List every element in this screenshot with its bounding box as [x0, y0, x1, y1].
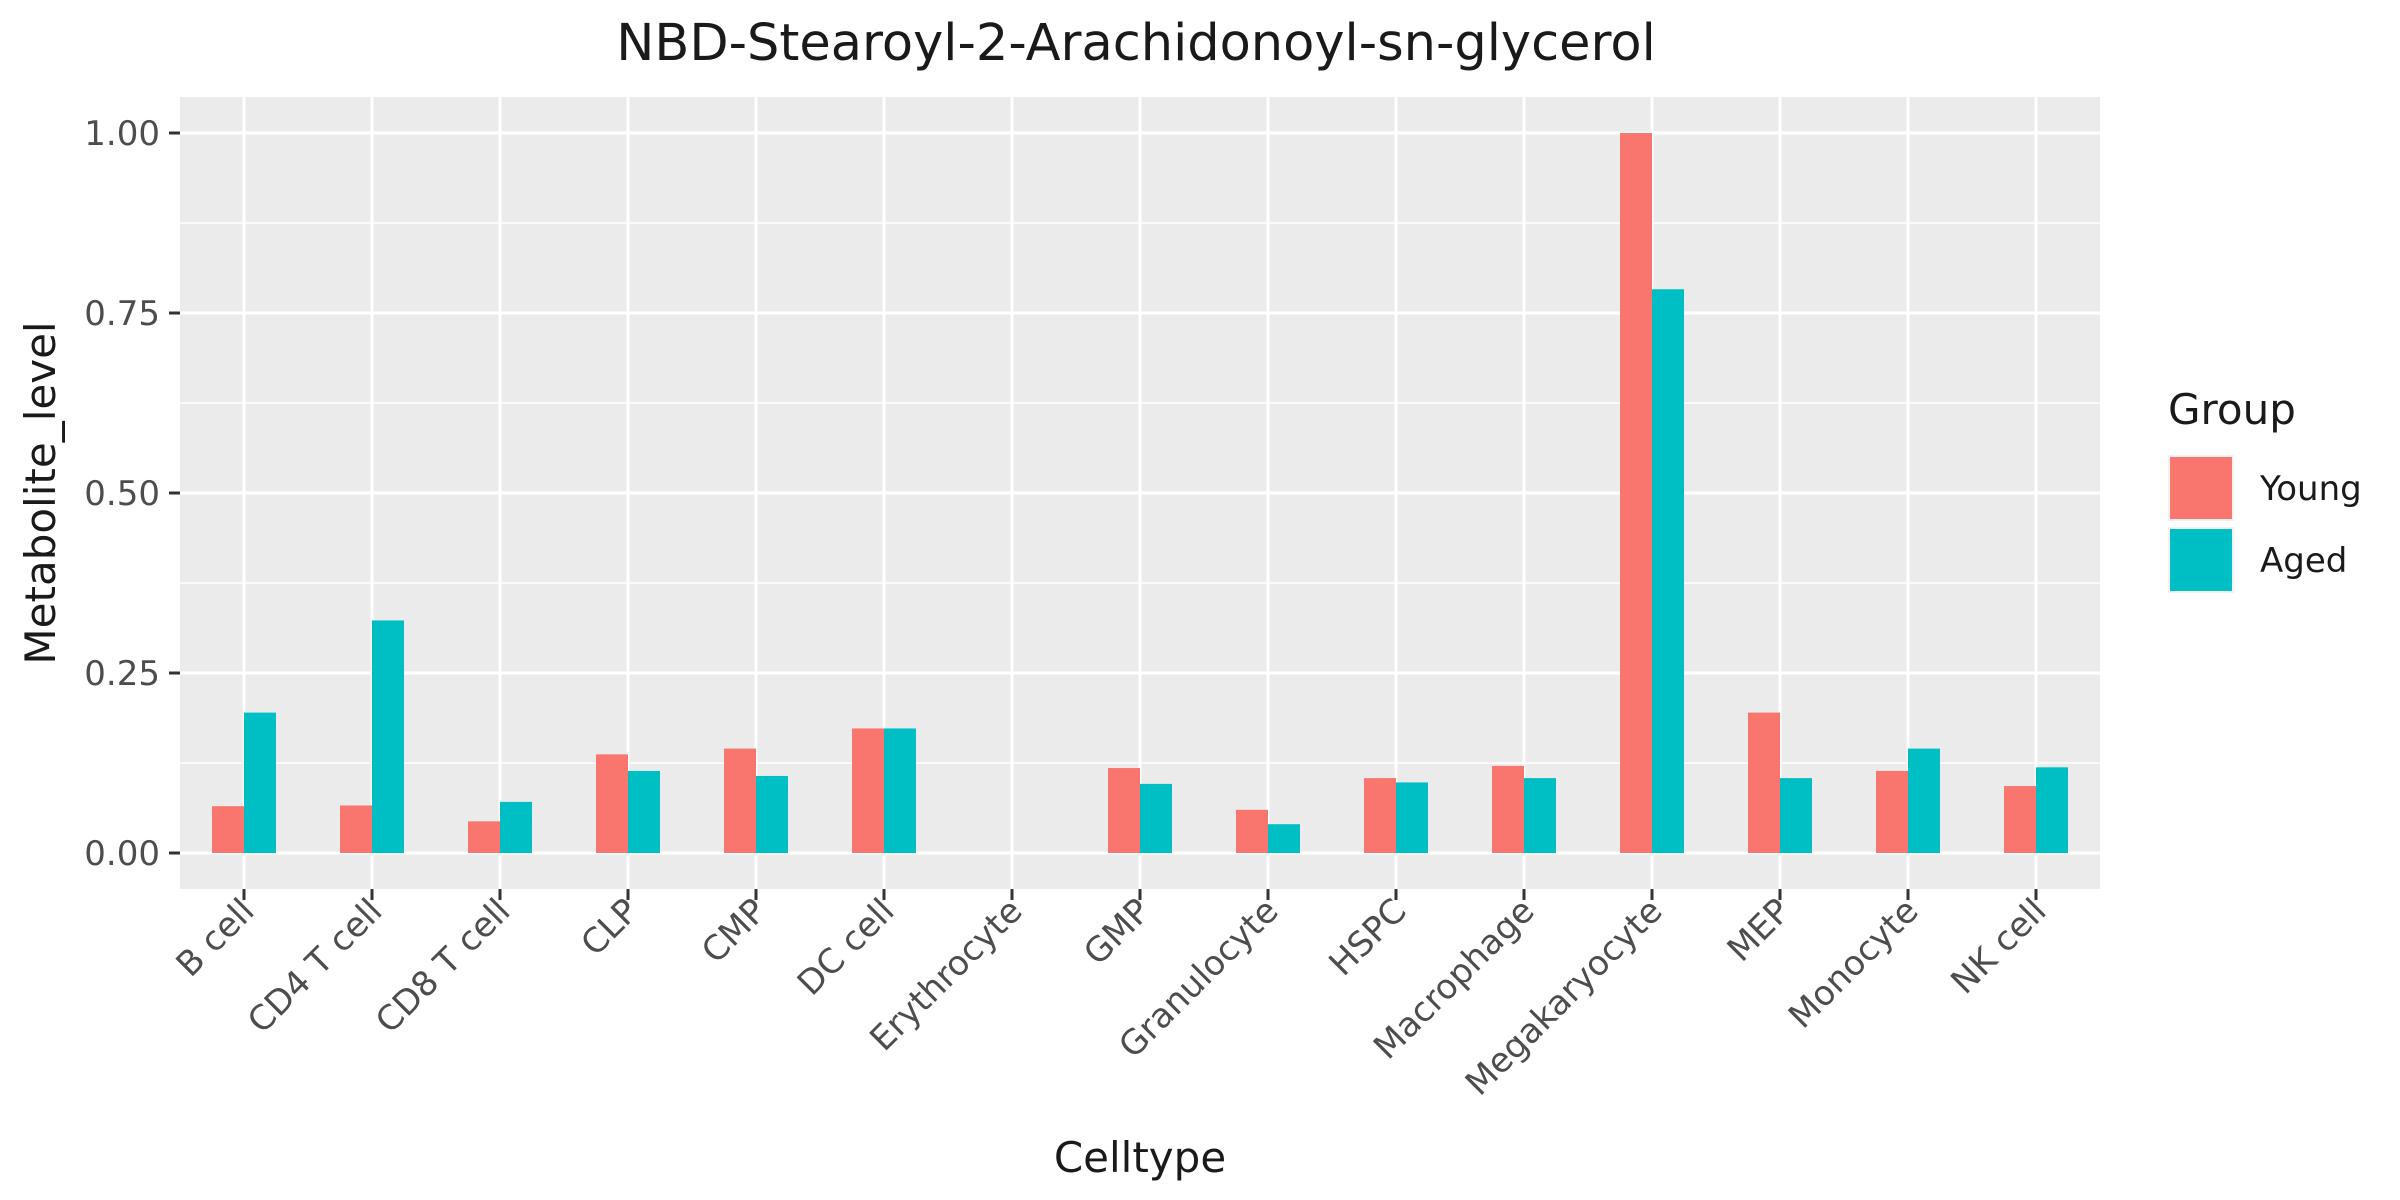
bar-young — [468, 821, 500, 853]
legend-title: Group — [2168, 385, 2296, 434]
bar-young — [340, 805, 372, 853]
bar-young — [1236, 809, 1268, 853]
y-axis: 0.00 0.25 0.50 0.75 1.00 — [84, 114, 180, 874]
x-axis-title: Celltype — [1054, 1133, 1226, 1182]
bar-aged — [1396, 782, 1428, 853]
y-tick-label: 0.25 — [84, 654, 160, 694]
bar-aged — [372, 620, 404, 853]
bar-aged — [2036, 767, 2068, 853]
bar-aged — [1268, 824, 1300, 853]
bar-aged — [756, 775, 788, 853]
bar-aged — [1652, 289, 1684, 853]
bar-aged — [500, 801, 532, 853]
y-tick-label: 1.00 — [84, 114, 160, 154]
bar-young — [596, 754, 628, 853]
bar-young — [1108, 768, 1140, 853]
y-tick-label: 0.00 — [84, 834, 160, 874]
legend: Group Young Aged — [2168, 385, 2362, 593]
legend-swatch-young — [2170, 457, 2232, 519]
chart-title: NBD-Stearoyl-2-Arachidonoyl-sn-glycerol — [616, 14, 1656, 73]
y-tick-label: 0.75 — [84, 294, 160, 334]
bar-aged — [884, 728, 916, 853]
bar-young — [1876, 770, 1908, 853]
legend-label-young: Young — [2259, 469, 2362, 509]
bar-aged — [628, 770, 660, 853]
bar-young — [724, 748, 756, 853]
bar-young — [852, 728, 884, 853]
bar-young — [2004, 786, 2036, 853]
y-axis-title: Metabolite_level — [16, 321, 65, 664]
bar-young — [212, 806, 244, 853]
bar-young — [1364, 778, 1396, 853]
bar-aged — [1524, 778, 1556, 853]
bar-aged — [1140, 783, 1172, 853]
bar-aged — [244, 712, 276, 853]
y-tick-label: 0.50 — [84, 474, 160, 514]
bar-young — [1748, 712, 1780, 853]
bar-aged — [1908, 748, 1940, 853]
legend-label-aged: Aged — [2260, 541, 2347, 581]
bars — [212, 133, 2068, 853]
bar-aged — [1780, 778, 1812, 853]
bar-young — [1620, 133, 1652, 853]
bar-young — [1492, 765, 1524, 853]
legend-swatch-aged — [2170, 529, 2232, 591]
